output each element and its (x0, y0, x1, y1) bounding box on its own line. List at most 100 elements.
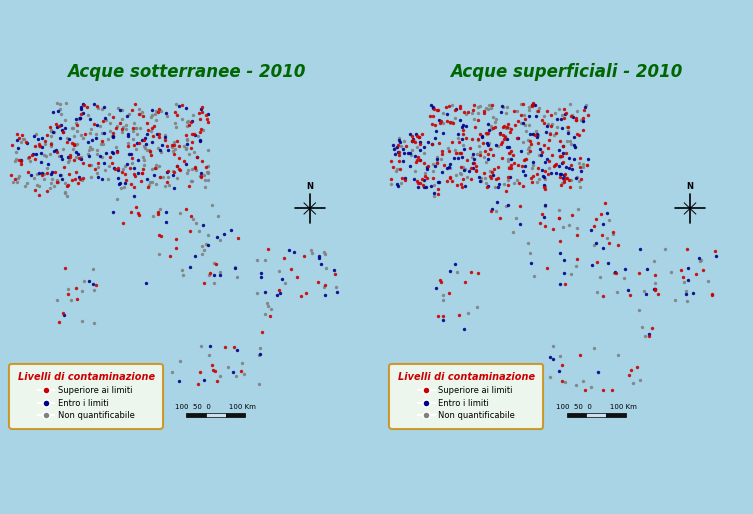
Point (87, 265, 99, 273)
Point (418, 143, 430, 151)
Point (558, 171, 570, 179)
Point (159, 182, 171, 190)
Point (632, 363, 644, 371)
Point (681, 264, 694, 272)
Point (151, 130, 163, 138)
Point (405, 151, 417, 159)
Point (578, 160, 590, 169)
Point (419, 158, 431, 167)
Point (524, 146, 536, 155)
Point (541, 107, 553, 115)
Point (68, 140, 80, 148)
Point (85, 161, 97, 169)
Point (571, 255, 583, 263)
Point (470, 167, 482, 175)
Point (144, 148, 156, 156)
Point (45, 170, 57, 178)
Point (59, 179, 72, 188)
Point (316, 261, 328, 269)
Point (681, 245, 693, 253)
Point (581, 161, 593, 169)
Point (410, 158, 422, 167)
Point (169, 100, 181, 108)
Point (495, 139, 508, 148)
Point (514, 119, 526, 127)
Point (49, 169, 61, 177)
Point (155, 148, 167, 156)
Point (146, 105, 158, 114)
Point (84, 161, 96, 169)
Point (279, 254, 291, 262)
Point (107, 149, 119, 157)
Point (181, 166, 194, 174)
Point (526, 102, 538, 110)
Point (474, 102, 486, 111)
Point (145, 113, 157, 121)
Point (76, 287, 88, 295)
Point (111, 146, 123, 155)
Point (32, 191, 44, 199)
Point (235, 366, 247, 375)
Point (456, 123, 468, 131)
Point (559, 280, 571, 288)
Point (456, 135, 468, 143)
Point (395, 178, 407, 187)
Point (264, 311, 276, 320)
Point (114, 106, 126, 114)
Point (138, 161, 150, 169)
Point (508, 151, 520, 159)
Point (596, 244, 608, 252)
Point (229, 263, 241, 271)
Point (444, 164, 456, 172)
Point (183, 150, 195, 158)
Point (187, 214, 199, 223)
Point (432, 106, 444, 114)
Text: N: N (687, 182, 694, 191)
Point (477, 139, 489, 147)
Point (44, 132, 56, 140)
Point (597, 221, 609, 229)
Point (412, 183, 424, 191)
Point (492, 183, 504, 192)
Point (170, 244, 182, 252)
Point (465, 135, 477, 143)
Point (539, 175, 551, 183)
Point (69, 175, 81, 183)
Point (154, 205, 166, 213)
Point (559, 114, 571, 122)
Point (523, 112, 535, 120)
Point (472, 135, 484, 143)
Point (81, 111, 93, 119)
Point (120, 176, 133, 184)
Point (557, 223, 569, 231)
Point (485, 174, 497, 182)
Point (675, 266, 687, 274)
Point (99, 103, 111, 112)
Point (490, 207, 502, 215)
Bar (226, 413, 245, 417)
Point (483, 101, 495, 109)
Point (535, 151, 547, 159)
Point (181, 135, 194, 143)
Point (471, 162, 483, 171)
Point (459, 145, 471, 153)
Point (136, 112, 148, 120)
Point (480, 183, 492, 191)
Point (573, 131, 585, 139)
Point (555, 115, 567, 123)
Point (319, 291, 331, 299)
Point (91, 145, 103, 154)
Point (191, 153, 203, 161)
Point (148, 122, 160, 130)
Point (130, 203, 142, 211)
Point (694, 256, 706, 265)
Point (565, 176, 577, 184)
Point (181, 140, 194, 148)
Point (539, 202, 551, 210)
Point (480, 104, 492, 113)
Point (187, 111, 200, 119)
Point (406, 137, 418, 145)
Point (252, 289, 264, 297)
Point (501, 143, 513, 151)
Point (648, 284, 660, 292)
